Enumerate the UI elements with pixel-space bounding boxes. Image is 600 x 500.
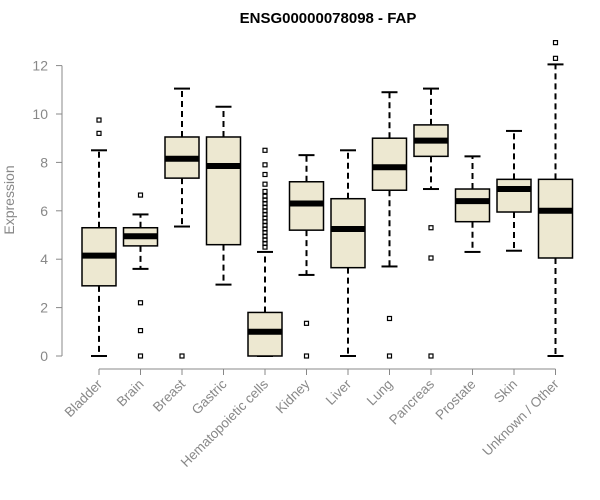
x-tick-label: Breast [150,376,188,414]
y-tick-label: 0 [40,348,48,364]
outlier-point [179,353,185,359]
box-iqr [205,136,242,246]
box-pancreas [413,87,449,359]
box-breast [164,87,200,359]
box-hematopoietic-cells [247,147,283,357]
box-bladder [81,117,117,357]
box-iqr [454,188,491,223]
y-tick-label: 8 [40,154,48,170]
box-iqr [330,197,366,269]
outlier-point [262,147,268,153]
chart-title: ENSG00000078098 - FAP [240,10,417,27]
box-iqr [496,178,532,213]
x-tick-label: Liver [323,376,355,408]
outlier-point [96,130,102,136]
box-iqr [371,137,408,191]
y-tick-label: 6 [40,203,48,219]
outlier-point [386,315,393,322]
outlier-point [262,188,268,195]
y-tick-label: 10 [32,106,48,122]
box-skin [496,129,532,252]
box-brain [122,192,159,359]
outlier-point [262,181,268,187]
y-tick-label: 4 [40,251,48,267]
outlier-point [137,300,144,306]
outlier-point [137,192,144,198]
x-tick-label: Brain [114,377,147,410]
x-tick-label: Bladder [62,376,106,420]
outlier-point [428,225,434,231]
x-tick-label: Lung [364,377,396,409]
x-tick-label: Unknown / Other [479,376,562,459]
box-unknown-other [537,40,574,357]
x-tick-label: Pancreas [386,376,437,427]
box-kidney [288,154,325,359]
x-tick-label: Skin [491,377,520,406]
y-axis-label: Expression [1,165,17,234]
outlier-point [137,353,144,359]
outlier-point [303,320,310,326]
x-tick-label: Gastric [189,376,230,417]
outlier-point [552,55,559,61]
outlier-point [262,171,268,178]
outlier-point [262,193,268,199]
x-tick-label: Prostate [432,377,478,423]
y-axis: 0 2 4 6 8 10 12 [32,58,63,364]
y-tick-label: 12 [32,58,48,74]
outlier-point [303,353,310,359]
outlier-point [552,40,559,46]
box-gastric [205,105,242,286]
outlier-point [428,353,434,359]
y-tick-label: 2 [40,300,48,316]
outlier-point [386,353,393,359]
box-lung [371,91,408,359]
plot-area [81,40,574,359]
box-prostate [454,155,491,253]
outlier-point [96,117,102,123]
box-liver [330,149,366,357]
x-tick-label: Kidney [273,376,313,416]
outlier-point [262,162,268,168]
outlier-point [428,255,434,261]
box-iqr [537,178,574,259]
outlier-point [137,327,144,334]
